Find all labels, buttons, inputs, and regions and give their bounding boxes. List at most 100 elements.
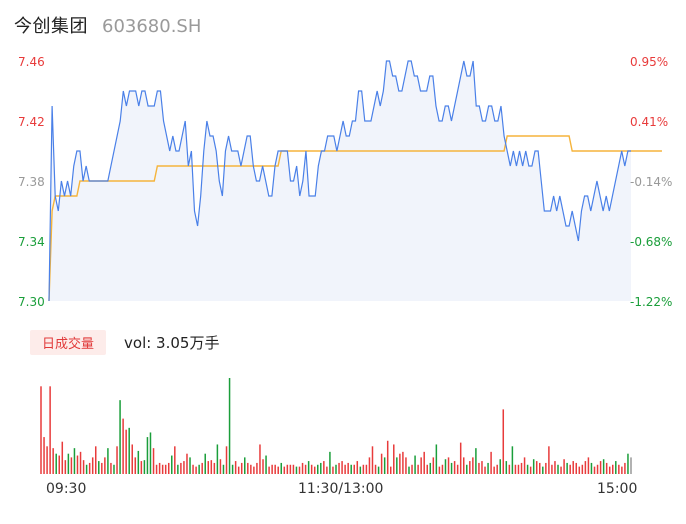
volume-bar <box>186 453 188 474</box>
stock-name: 今创集团 <box>14 16 88 37</box>
volume-bar <box>423 451 425 474</box>
volume-bar <box>539 462 541 474</box>
volume-bar <box>274 464 276 474</box>
volume-bar <box>535 461 538 474</box>
volume-bar <box>459 442 462 474</box>
volume-bar <box>253 466 255 474</box>
volume-bar <box>46 446 48 474</box>
volume-bar <box>79 451 82 474</box>
volume-bar <box>393 444 395 474</box>
volume-bar <box>320 462 322 474</box>
volume-bar <box>371 446 374 474</box>
volume-bar <box>177 464 179 474</box>
volume-bar <box>560 466 562 474</box>
volume-bar <box>94 446 97 474</box>
volume-bar <box>310 464 313 474</box>
volume-bar <box>520 462 523 474</box>
volume-bar <box>122 418 124 474</box>
volume-bar <box>167 462 170 474</box>
volume-bar <box>131 444 133 474</box>
volume-bar <box>289 464 292 474</box>
volume-bar <box>280 462 283 474</box>
volume-bar <box>356 461 359 474</box>
volume-bar <box>432 457 435 474</box>
volume-bar <box>566 462 568 474</box>
volume-bar <box>216 444 219 474</box>
volume-bar <box>237 466 240 474</box>
volume-bar <box>70 457 73 474</box>
volume-bar <box>192 464 194 474</box>
volume-bar <box>247 462 249 474</box>
volume-bar <box>490 451 492 474</box>
volume-bar <box>593 466 596 474</box>
volume-bar <box>207 461 210 474</box>
volume-bar <box>374 464 377 474</box>
volume-bar <box>396 457 398 474</box>
volume-bar <box>286 464 289 474</box>
volume-bar <box>222 464 225 474</box>
price-tick-label: 7.30 <box>18 295 45 309</box>
price-chart <box>48 60 662 302</box>
volume-bar <box>362 464 365 474</box>
volume-bar <box>569 464 571 474</box>
volume-bar <box>82 460 85 474</box>
volume-bar <box>605 462 608 474</box>
price-tick-label: 7.42 <box>18 115 45 129</box>
volume-bar <box>219 459 222 474</box>
volume-bar <box>578 466 581 474</box>
volume-bar <box>612 464 614 474</box>
volume-bar <box>526 464 529 474</box>
volume-bar <box>116 446 118 474</box>
volume-bar <box>581 464 584 474</box>
volume-bar <box>277 466 279 474</box>
volume-bar <box>514 464 517 474</box>
average-price-line <box>48 135 662 302</box>
time-label-close: 15:00 <box>597 481 638 497</box>
volume-bar <box>590 462 593 474</box>
volume-bar <box>347 462 349 474</box>
volume-header: 日成交量 vol: 3.05万手 <box>30 329 220 355</box>
volume-bar <box>301 462 304 474</box>
volume-bar <box>435 444 438 474</box>
volume-bar <box>149 432 152 474</box>
volume-bar <box>469 461 471 474</box>
volume-summary: vol: 3.05万手 <box>124 333 220 352</box>
volume-bar <box>602 459 605 474</box>
volume-bar <box>268 466 270 474</box>
volume-bar <box>189 457 191 474</box>
volume-bar <box>353 464 355 474</box>
price-tick-label: 7.46 <box>18 55 45 69</box>
volume-bar <box>438 466 441 474</box>
volume-bar <box>429 462 432 474</box>
volume-bar <box>532 459 535 474</box>
volume-bar <box>161 464 164 474</box>
volume-bar <box>298 466 301 474</box>
volume-bar <box>377 466 380 474</box>
volume-bar <box>88 462 91 474</box>
volume-bar <box>180 462 182 474</box>
volume-bar <box>326 466 328 474</box>
volume-bar <box>630 457 632 474</box>
volume-bar <box>259 444 261 474</box>
volume-bar <box>198 464 200 474</box>
volume-tab[interactable]: 日成交量 <box>30 329 107 355</box>
volume-bar <box>420 457 422 474</box>
volume-bar <box>584 461 587 474</box>
volume-bar <box>368 457 371 474</box>
volume-bar <box>575 462 578 474</box>
volume-bar <box>262 459 264 474</box>
volume-bar <box>551 464 553 474</box>
volume-bar <box>40 386 42 474</box>
volume-bar <box>152 448 155 474</box>
volume-bar <box>195 466 197 474</box>
percent-tick-label: -1.22% <box>630 295 673 309</box>
volume-bar <box>107 448 109 474</box>
volume-bar <box>155 464 158 474</box>
volume-bar <box>426 464 428 474</box>
volume-bar <box>402 451 404 474</box>
volume-bar <box>548 446 550 474</box>
volume-bar <box>204 453 206 474</box>
volume-bar <box>317 464 319 474</box>
volume-bar <box>201 462 203 474</box>
volume-bar <box>572 461 574 474</box>
